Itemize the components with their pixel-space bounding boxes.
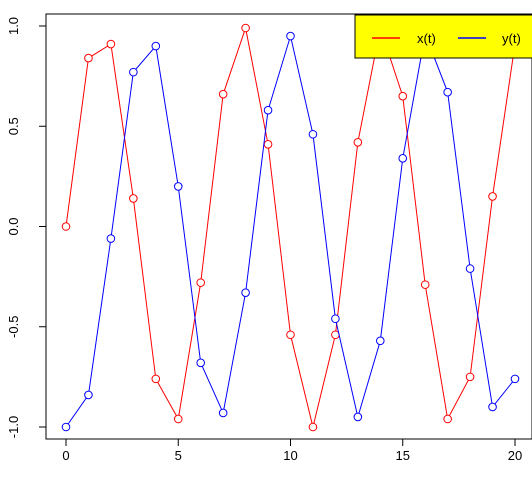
series-line <box>65 26 516 428</box>
data-point <box>488 192 497 201</box>
data-point <box>286 31 295 41</box>
data-point <box>353 137 363 147</box>
data-point <box>218 89 228 99</box>
data-point <box>106 39 116 49</box>
data-point <box>308 129 318 139</box>
data-point <box>263 139 273 149</box>
data-point <box>151 374 161 384</box>
data-point <box>398 91 408 101</box>
data-point <box>398 154 408 163</box>
x-tick-label: 15 <box>396 448 410 463</box>
y-tick-label: 0.5 <box>6 117 21 135</box>
x-tick-label: 20 <box>508 448 522 463</box>
data-point <box>420 280 430 289</box>
axes: 0 5 10 15 20 -1.0 -0.5 0.0 0.5 1.0 <box>6 13 532 463</box>
data-point <box>465 372 475 382</box>
data-point <box>353 412 363 422</box>
series-x <box>61 23 520 432</box>
y-tick-label: -1.0 <box>6 416 21 438</box>
data-point <box>465 264 475 273</box>
series-layer <box>61 23 520 432</box>
data-point <box>196 278 205 287</box>
x-tick-label: 10 <box>283 448 297 463</box>
data-point <box>151 41 161 51</box>
data-point <box>488 402 497 412</box>
data-point <box>308 422 318 432</box>
data-point <box>286 330 295 340</box>
data-point <box>61 422 71 432</box>
y-tick-label: -0.5 <box>6 316 21 338</box>
x-tick-label: 5 <box>175 448 182 463</box>
data-point <box>173 414 183 424</box>
data-point <box>510 374 520 384</box>
data-point <box>196 358 205 368</box>
data-point <box>376 336 385 346</box>
data-point <box>218 408 228 418</box>
data-point <box>61 222 71 231</box>
legend-box <box>354 14 532 59</box>
data-point <box>84 53 93 63</box>
data-point <box>129 194 138 203</box>
legend-label: x(t) <box>417 31 436 46</box>
y-tick-label: 1.0 <box>6 17 21 35</box>
data-point <box>331 314 340 324</box>
data-point <box>173 182 183 191</box>
data-point <box>106 234 116 243</box>
legend: x(t) y(t) <box>354 14 532 59</box>
legend-label: y(t) <box>502 31 521 46</box>
series-y <box>61 29 520 432</box>
data-point <box>241 288 250 297</box>
data-point <box>129 67 138 77</box>
data-point <box>443 87 452 97</box>
plot-frame <box>45 13 532 440</box>
x-tick-label: 0 <box>62 448 69 463</box>
data-point <box>84 390 93 400</box>
data-point <box>241 23 250 33</box>
data-point <box>263 105 273 115</box>
data-point <box>443 414 452 424</box>
y-tick-label: 0.0 <box>6 217 21 235</box>
